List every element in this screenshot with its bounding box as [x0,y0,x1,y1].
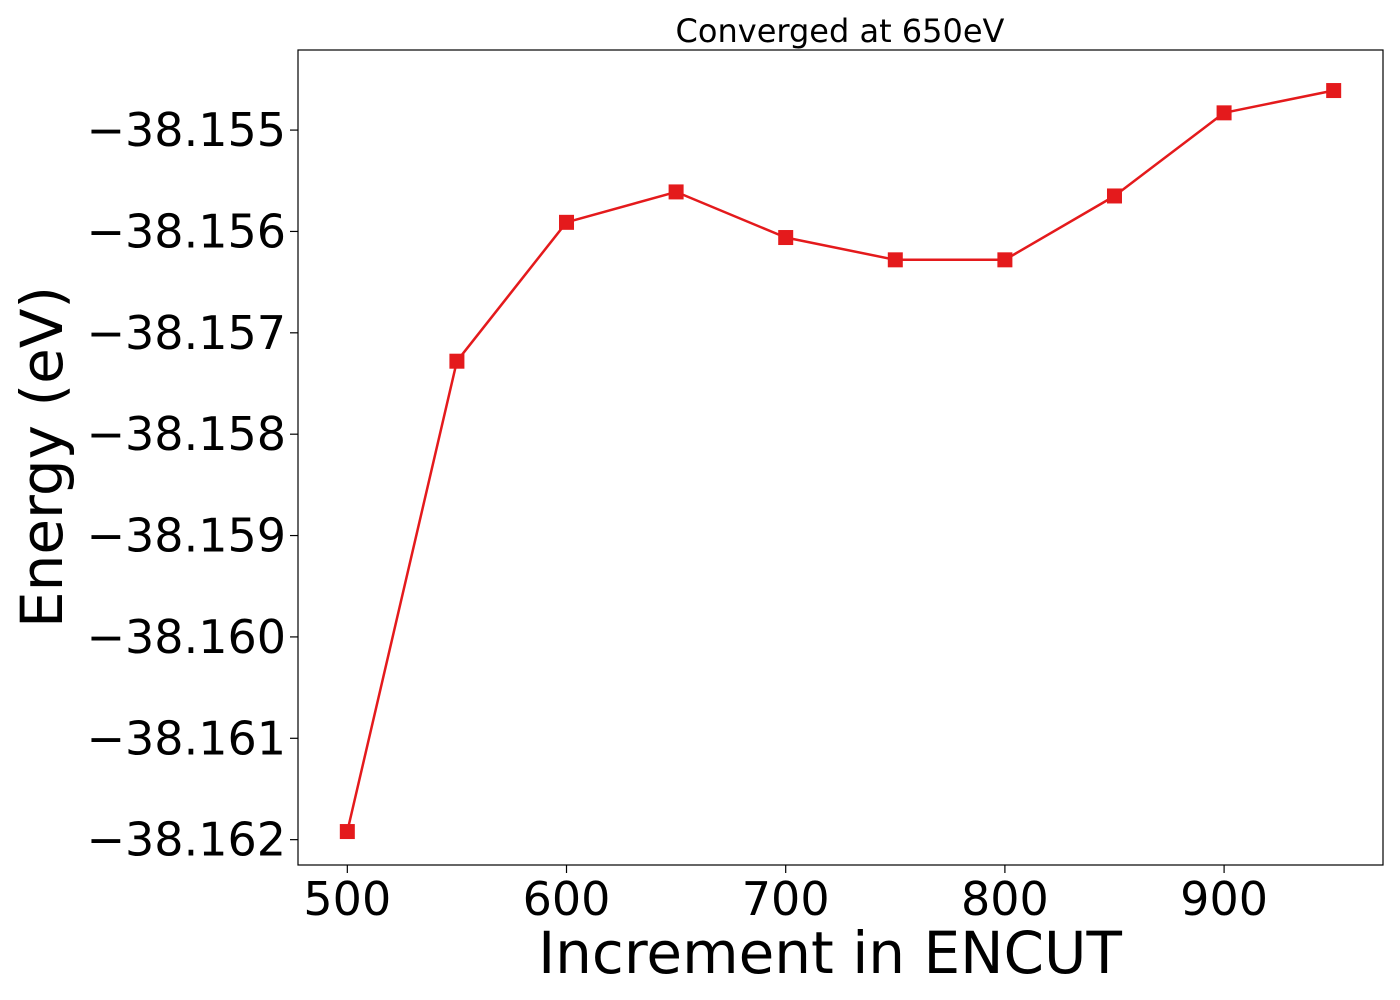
x-tick-label: 900 [1180,872,1268,926]
data-point-marker [668,184,684,200]
plot-frame [297,49,1384,866]
series-group [339,83,1342,840]
data-point-marker [1106,188,1122,204]
data-point-marker [1216,105,1232,121]
data-point-marker [778,230,794,246]
y-tick-label: −38.155 [87,103,287,157]
y-tick-label: −38.158 [87,407,287,461]
data-point-marker [997,252,1013,268]
y-tick-label: −38.161 [87,711,287,765]
x-axis-ticks: 500 600 700 800 900 [303,865,1268,926]
y-axis-label: Energy (eV) [8,286,76,628]
y-axis-ticks: −38.162 −38.161 −38.160 −38.159 −38.158 −38.1… [87,103,298,867]
y-tick-label: −38.157 [87,306,287,360]
plot-area [297,49,1384,866]
x-tick-label: 500 [303,872,391,926]
series-line [346,89,1334,832]
data-point-marker [1326,83,1342,99]
y-tick-label: −38.162 [87,813,287,867]
x-tick-label: 800 [961,872,1049,926]
data-point-marker [887,252,903,268]
data-point-marker [449,353,465,369]
x-axis-label: Increment in ENCUT [538,919,1122,987]
y-tick-label: −38.156 [87,204,287,258]
y-tick-label: −38.159 [87,509,287,563]
chart-title: Converged at 650eV [676,12,1005,50]
data-point-marker [559,214,575,230]
y-tick-label: −38.160 [87,610,287,664]
x-tick-label: 700 [742,872,830,926]
x-tick-label: 600 [523,872,611,926]
data-point-marker [339,824,355,840]
